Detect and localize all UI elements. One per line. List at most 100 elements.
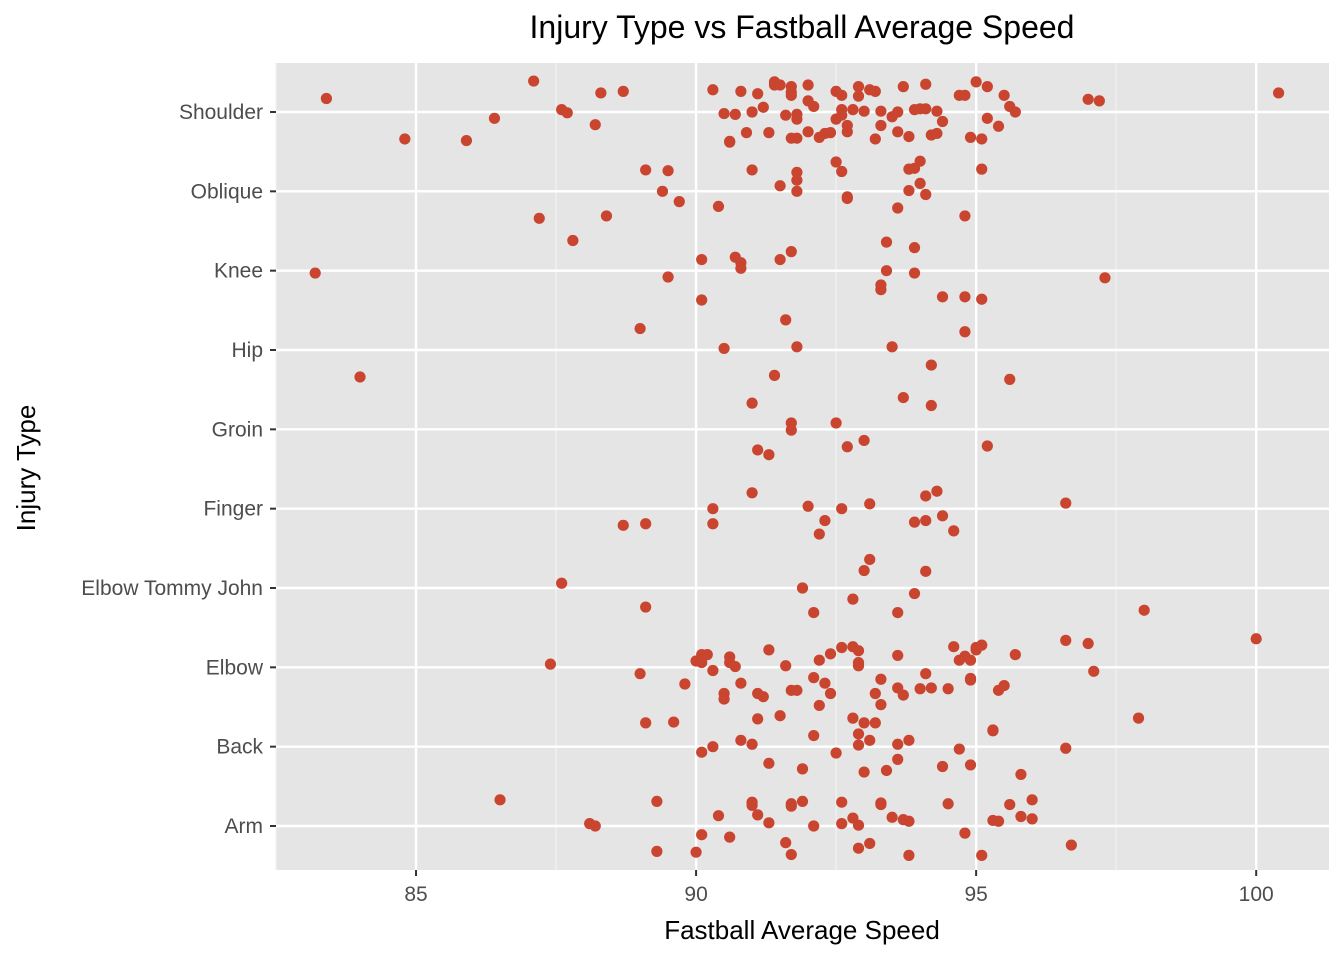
x-axis: 85 90 95 100: [404, 870, 1274, 906]
data-point: [640, 717, 652, 729]
data-point: [959, 291, 971, 303]
data-point: [976, 293, 988, 305]
data-point: [875, 673, 887, 685]
data-point: [589, 820, 601, 832]
data-point: [976, 849, 988, 861]
data-point: [903, 130, 915, 143]
data-point: [740, 127, 753, 139]
data-point: [959, 827, 971, 839]
data-point: [746, 397, 758, 409]
data-point: [735, 262, 747, 274]
data-point: [791, 174, 803, 186]
data-point: [869, 687, 881, 700]
data-point: [942, 798, 954, 810]
data-point: [780, 314, 792, 326]
data-point: [735, 677, 747, 689]
data-point: [808, 729, 820, 742]
data-point: [819, 677, 831, 689]
data-point: [763, 644, 775, 656]
data-point: [903, 184, 915, 197]
data-point: [808, 606, 820, 619]
data-point: [813, 699, 825, 712]
data-point: [897, 81, 909, 93]
data-point: [774, 710, 786, 722]
y-tick-label: Groin: [212, 418, 263, 441]
data-point: [651, 845, 663, 857]
y-tick-label: Oblique: [191, 180, 263, 203]
data-point: [1099, 272, 1111, 284]
data-point: [1082, 637, 1094, 650]
data-point: [858, 105, 870, 117]
data-point: [875, 119, 887, 132]
data-point: [595, 87, 607, 99]
data-point: [735, 85, 747, 97]
data-point: [724, 135, 736, 147]
data-point: [819, 514, 831, 527]
data-point: [802, 126, 814, 138]
data-point: [836, 165, 848, 178]
data-point: [920, 490, 932, 502]
data-point: [656, 185, 669, 197]
data-point: [533, 212, 545, 224]
data-point: [981, 440, 993, 452]
data-point: [852, 739, 865, 751]
data-point: [785, 800, 797, 812]
data-point: [1004, 373, 1016, 385]
data-point: [959, 210, 971, 222]
y-tick-label: Elbow Tommy John: [81, 577, 263, 600]
data-point: [808, 100, 820, 113]
y-tick-label: Elbow: [206, 656, 264, 679]
data-point: [707, 664, 719, 677]
data-point: [791, 185, 803, 197]
data-point: [858, 766, 870, 778]
data-point: [964, 654, 977, 666]
data-point: [914, 683, 926, 695]
data-point: [858, 434, 870, 447]
data-point: [976, 639, 988, 651]
data-point: [791, 113, 803, 125]
data-point: [852, 90, 865, 102]
data-point: [309, 267, 321, 279]
data-point: [830, 417, 842, 429]
data-point: [808, 820, 820, 832]
data-point: [852, 728, 865, 740]
data-point: [886, 341, 898, 353]
data-point: [936, 291, 949, 303]
data-point: [752, 809, 764, 821]
y-tick-label: Hip: [231, 339, 263, 362]
data-point: [746, 106, 758, 118]
data-point: [1132, 712, 1145, 724]
data-point: [959, 326, 971, 338]
data-point: [836, 503, 848, 515]
data-point: [847, 712, 859, 724]
data-point: [920, 668, 932, 680]
data-point: [824, 127, 837, 139]
data-point: [707, 84, 719, 96]
data-point: [561, 107, 573, 119]
data-point: [942, 683, 954, 695]
data-point: [746, 487, 758, 499]
data-point: [897, 689, 909, 701]
data-points: [309, 75, 1285, 861]
data-point: [841, 441, 853, 453]
data-point: [634, 322, 646, 335]
data-point: [903, 849, 915, 861]
data-point: [556, 577, 568, 589]
data-point: [763, 817, 775, 829]
data-point: [494, 794, 506, 806]
data-point: [701, 649, 713, 661]
data-point: [981, 81, 993, 93]
data-point: [970, 76, 982, 88]
data-point: [892, 126, 904, 138]
data-point: [634, 668, 646, 680]
data-point: [785, 848, 797, 861]
data-point: [880, 265, 893, 277]
data-point: [847, 104, 859, 116]
data-point: [1093, 95, 1105, 107]
data-point: [802, 500, 814, 512]
data-point: [780, 837, 792, 849]
data-point: [1088, 665, 1100, 677]
data-point: [1060, 634, 1072, 646]
data-point: [875, 284, 887, 296]
data-point: [662, 271, 674, 283]
